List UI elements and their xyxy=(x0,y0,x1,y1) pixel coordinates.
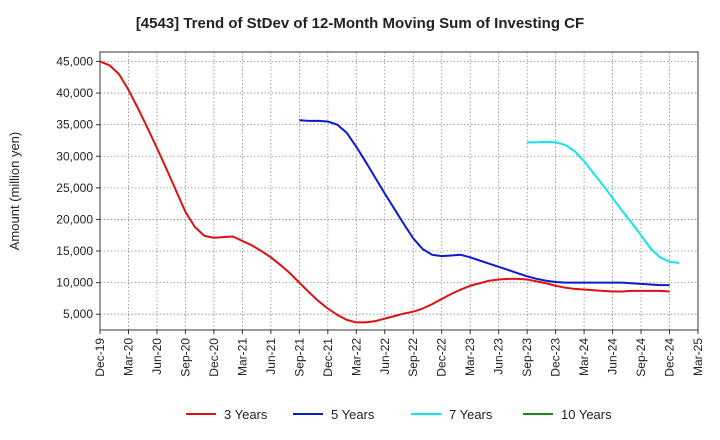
legend-label: 10 Years xyxy=(561,407,612,422)
x-tick-label: Jun-23 xyxy=(492,338,506,375)
legend-label: 3 Years xyxy=(224,407,268,422)
x-axis: Dec-19 Mar-20 Jun-20 Sep-20 Dec-20 Mar-21 Jun-… xyxy=(93,330,705,377)
x-tick-label: Jun-24 xyxy=(606,338,620,375)
x-tick-label: Jun-21 xyxy=(264,338,278,375)
x-tick-label: Sep-20 xyxy=(178,338,192,377)
x-tick-label: Mar-24 xyxy=(577,338,591,376)
series-line-5-years xyxy=(299,119,670,287)
plot-frame xyxy=(99,51,699,331)
y-axis: 5,000 10,000 15,000 20,000 25,000 30,000 35,00… xyxy=(56,54,100,321)
legend-label: 7 Years xyxy=(449,407,493,422)
y-tick-label: 40,000 xyxy=(56,86,93,100)
x-tick-label: Dec-23 xyxy=(549,338,563,377)
x-tick-label: Dec-21 xyxy=(321,338,335,377)
plot-area xyxy=(100,52,698,330)
x-tick-label: Dec-22 xyxy=(435,338,449,377)
legend-label: 5 Years xyxy=(331,407,375,422)
x-tick-label: Mar-23 xyxy=(463,338,477,376)
x-tick-label: Dec-19 xyxy=(93,338,107,377)
x-tick-label: Mar-21 xyxy=(235,338,249,376)
x-tick-label: Mar-20 xyxy=(121,338,135,376)
y-tick-label: 5,000 xyxy=(63,307,93,321)
x-tick-label: Jun-20 xyxy=(150,338,164,375)
series-layer xyxy=(99,60,680,324)
y-tick-label: 35,000 xyxy=(56,118,93,132)
y-tick-label: 30,000 xyxy=(56,149,93,163)
series-line-3-years xyxy=(99,60,670,324)
y-tick-label: 45,000 xyxy=(56,54,93,68)
y-axis-label: Amount (million yen) xyxy=(7,132,22,251)
chart-title: [4543] Trend of StDev of 12-Month Moving… xyxy=(136,15,584,32)
x-tick-label: Sep-22 xyxy=(406,338,420,377)
x-tick-label: Dec-24 xyxy=(663,338,677,377)
y-tick-label: 10,000 xyxy=(56,276,93,290)
legend: 3 Years 5 Years 7 Years 10 Years xyxy=(186,407,612,422)
x-tick-label: Sep-24 xyxy=(634,338,648,377)
y-tick-label: 20,000 xyxy=(56,212,93,226)
y-tick-label: 15,000 xyxy=(56,244,93,258)
x-tick-label: Mar-22 xyxy=(349,338,363,376)
x-tick-label: Sep-23 xyxy=(520,338,534,377)
x-tick-label: Dec-20 xyxy=(207,338,221,377)
x-tick-label: Jun-22 xyxy=(378,338,392,375)
y-tick-label: 25,000 xyxy=(56,181,93,195)
series-line-7-years xyxy=(527,140,680,265)
x-tick-label: Mar-25 xyxy=(691,338,705,376)
x-tick-label: Sep-21 xyxy=(292,338,306,377)
